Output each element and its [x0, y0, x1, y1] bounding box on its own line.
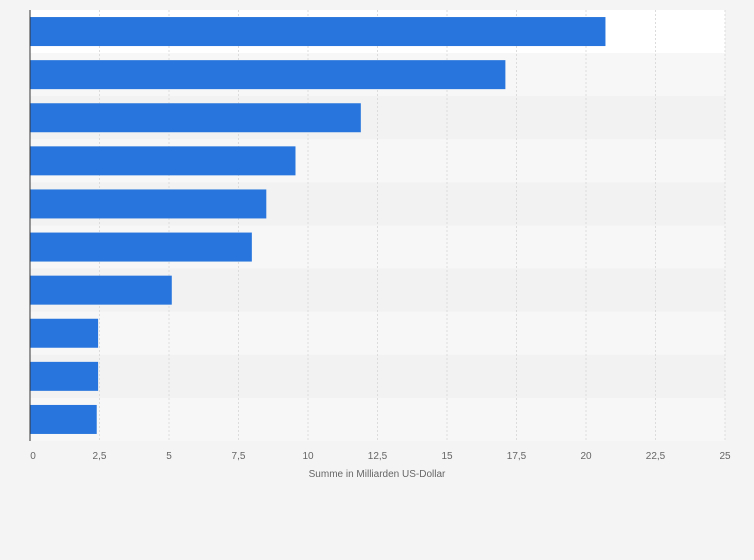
x-tick-label: 17,5: [507, 451, 527, 462]
bar[interactable]: [30, 146, 296, 176]
x-tick-label: 0: [30, 451, 36, 462]
x-axis-title: Summe in Milliarden US-Dollar: [309, 469, 446, 480]
x-tick-label: 5: [166, 451, 172, 462]
x-tick-label: 15: [441, 451, 453, 462]
x-tick-label: 25: [719, 451, 731, 462]
bars: [30, 17, 606, 434]
bar[interactable]: [30, 60, 506, 90]
x-tick-label: 20: [580, 451, 592, 462]
bar[interactable]: [30, 318, 99, 348]
x-tick-label: 2,5: [93, 451, 107, 462]
x-tick-label: 7,5: [232, 451, 246, 462]
x-tick-label: 10: [302, 451, 314, 462]
bar[interactable]: [30, 232, 252, 262]
bar[interactable]: [30, 103, 361, 133]
bar[interactable]: [30, 17, 606, 47]
bar[interactable]: [30, 189, 267, 219]
bar[interactable]: [30, 361, 99, 391]
bar[interactable]: [30, 404, 97, 434]
x-axis-ticks: 0 2,5 5 7,5 10 12,5 15 17,5 20 22,5 25: [30, 451, 731, 462]
bar[interactable]: [30, 275, 172, 305]
x-tick-label: 22,5: [646, 451, 666, 462]
x-tick-label: 12,5: [368, 451, 388, 462]
